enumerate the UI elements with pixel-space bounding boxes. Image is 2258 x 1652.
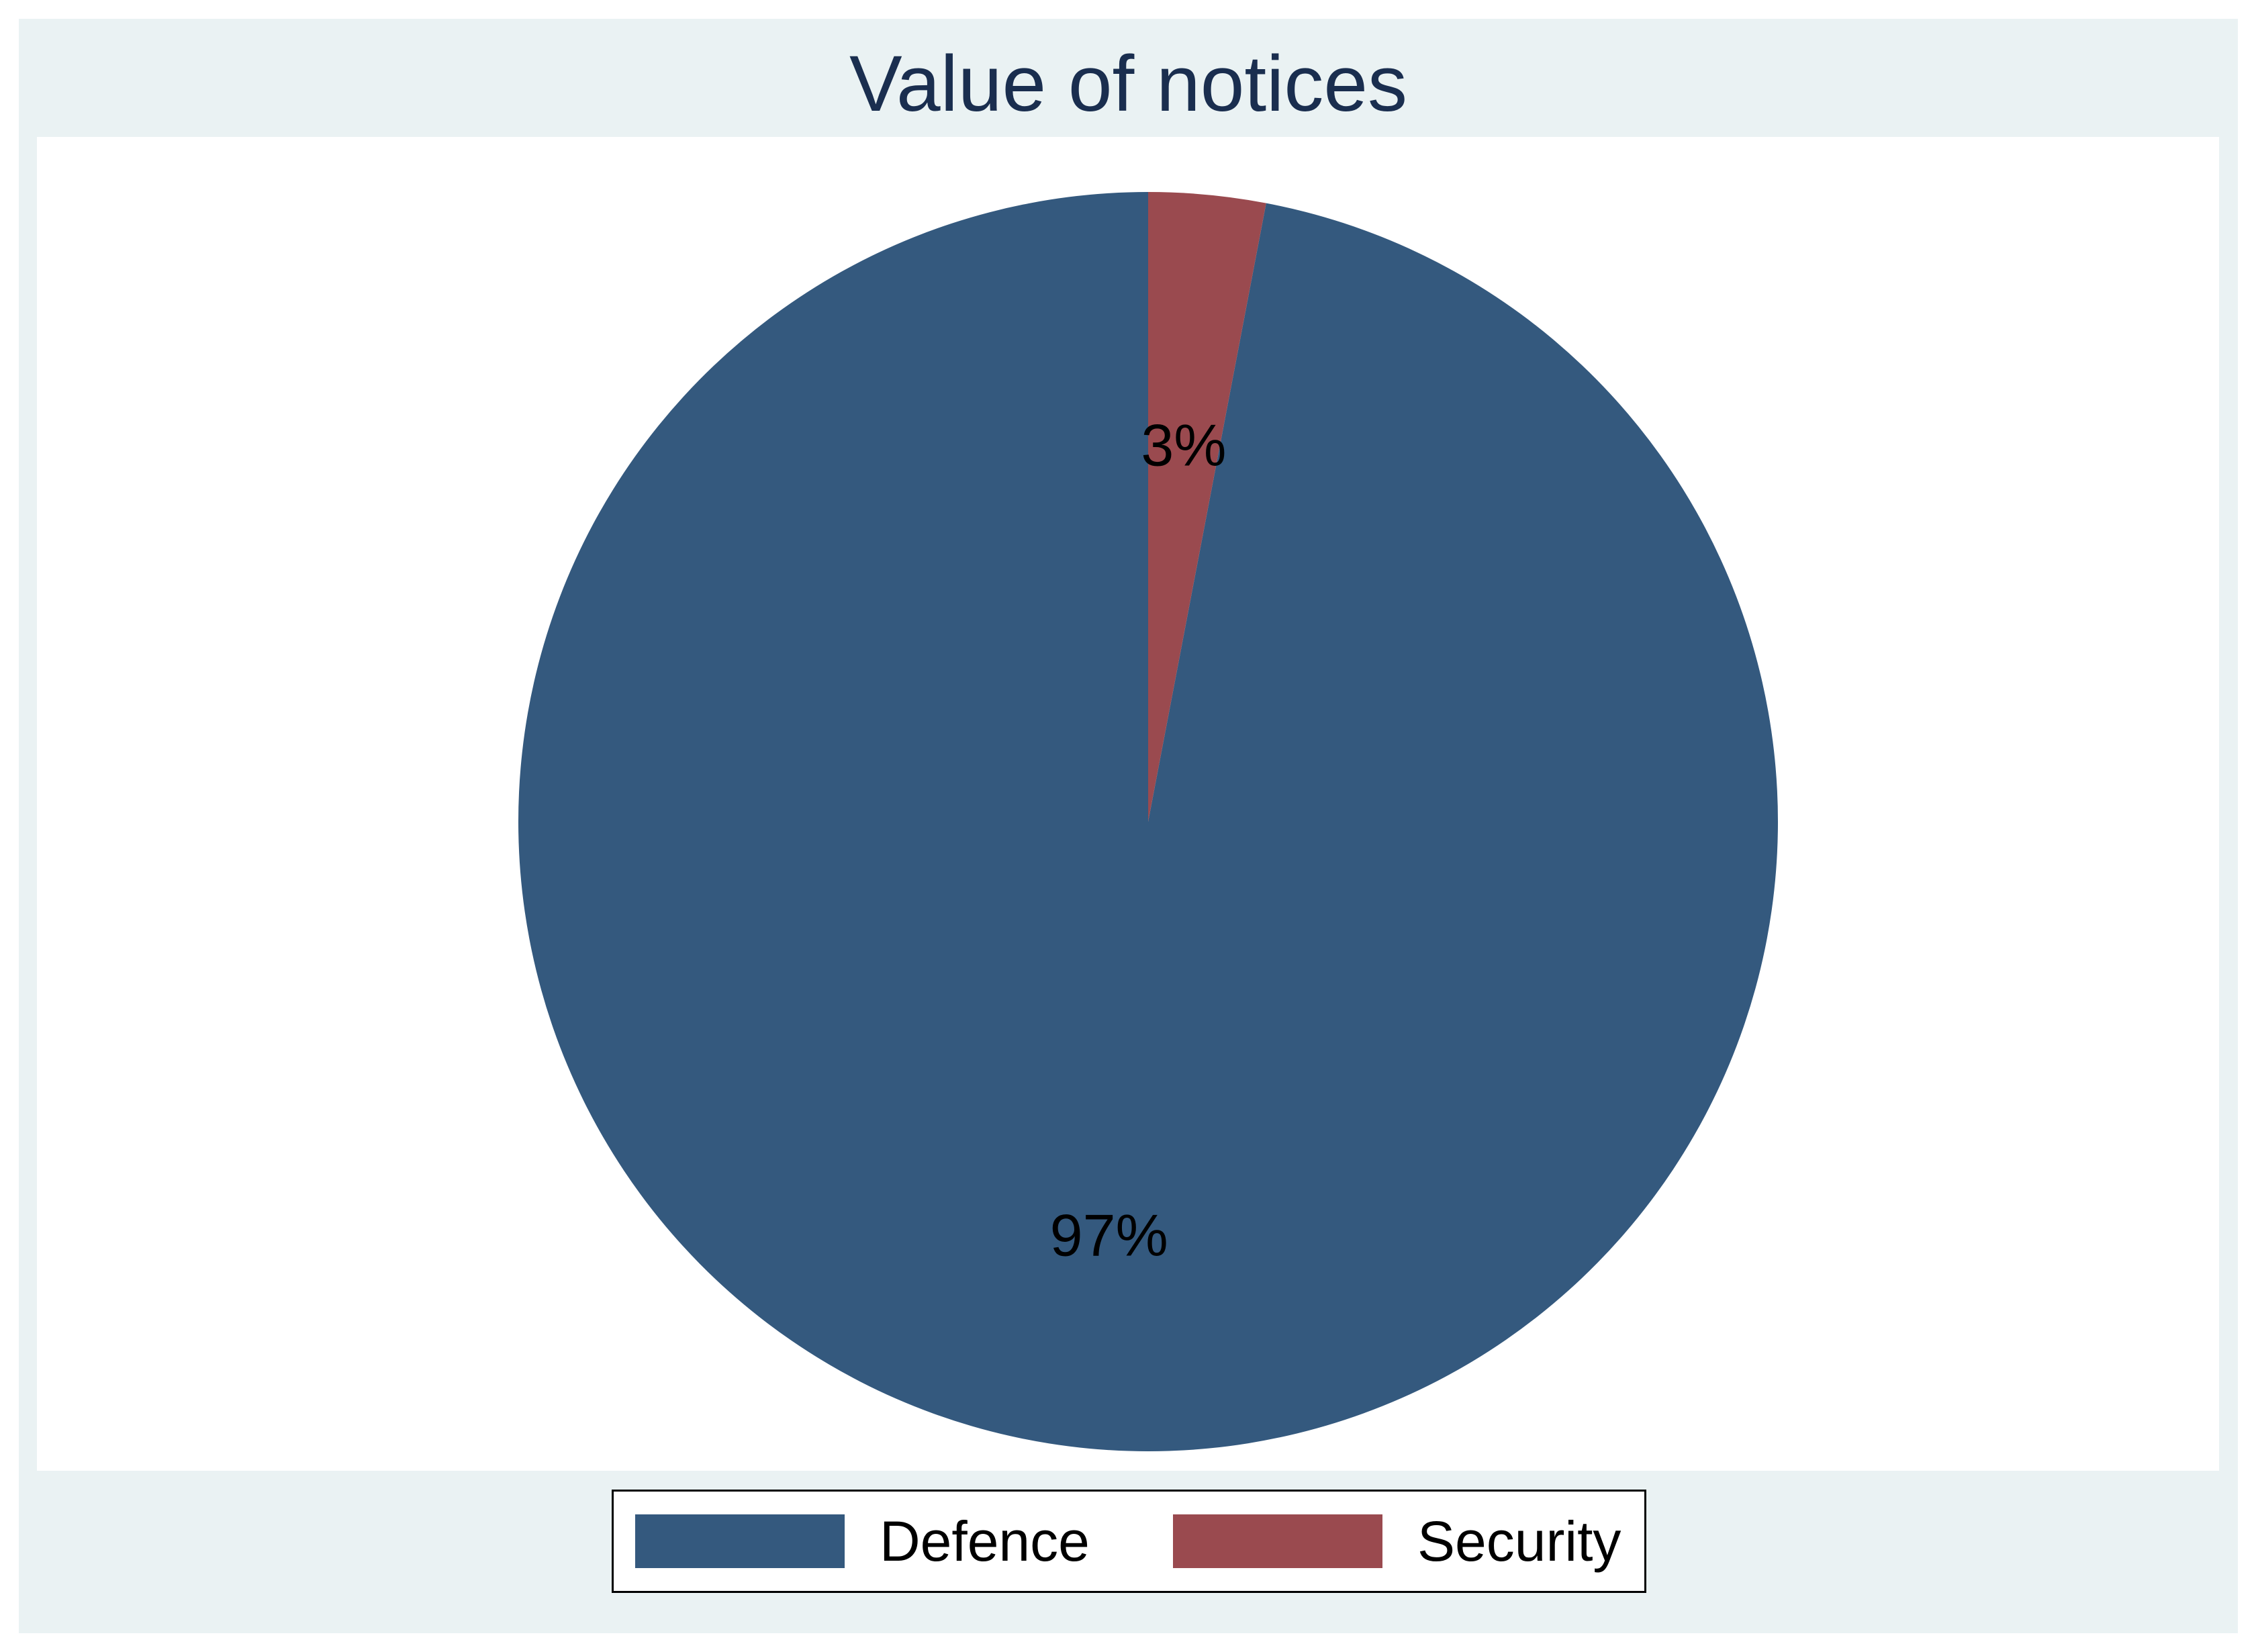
chart-title: Value of notices: [849, 40, 1407, 128]
pie-label-security: 3%: [1141, 412, 1226, 479]
legend-label-security: Security: [1417, 1509, 1621, 1573]
legend-label-defence: Defence: [880, 1509, 1090, 1573]
pie-label-defence: 97%: [1050, 1202, 1168, 1268]
legend-item-defence: Defence: [635, 1492, 1090, 1591]
legend-item-security: Security: [1173, 1492, 1621, 1591]
legend-swatch-defence: [635, 1514, 845, 1568]
chart-frame: Value of notices 97% 3% Defence Security: [19, 19, 2238, 1633]
legend: Defence Security: [612, 1490, 1646, 1593]
legend-swatch-security: [1173, 1514, 1382, 1568]
pie-slice-security: [1148, 192, 1266, 822]
pie-chart: 97% 3%: [518, 192, 1779, 1451]
plot-area: 97% 3%: [37, 137, 2219, 1471]
